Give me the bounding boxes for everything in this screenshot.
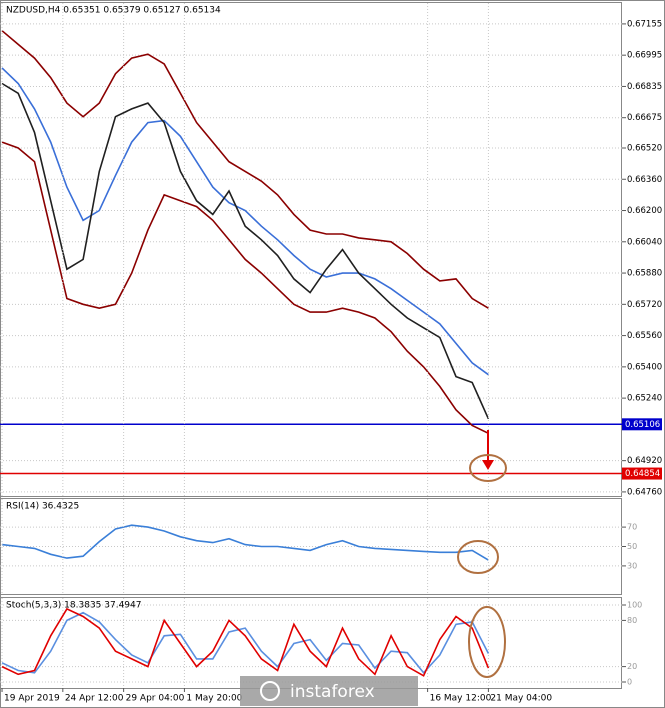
level-label-box [622, 418, 662, 431]
y-tick-label: 0.64920 [627, 456, 662, 466]
y-tick-label: 0.66835 [627, 82, 662, 92]
y-tick-label: 30 [627, 561, 637, 570]
y-tick-label: 0.66040 [627, 237, 662, 247]
x-tick-label: 1 May 20:00 [186, 694, 242, 704]
x-tick-label: 19 Apr 2019 [4, 694, 60, 704]
y-tick-label: 0.67155 [627, 19, 662, 29]
watermark-box [240, 676, 418, 706]
y-tick-label: 0.65720 [627, 300, 662, 310]
x-tick-label: 21 May 04:00 [490, 694, 552, 704]
y-tick-label: 0.64760 [627, 487, 662, 497]
y-tick-label: 20 [627, 662, 637, 671]
series-line [1, 141, 489, 435]
stoch-title: Stoch(5,3,3) 18.3835 37.4947 [6, 601, 141, 611]
y-tick-label: 0.66675 [627, 113, 662, 123]
series-line [1, 82, 490, 420]
watermark: instaforex [290, 682, 375, 702]
x-tick-label: 29 Apr 04:00 [126, 694, 185, 704]
y-tick-label: 0.66200 [627, 206, 662, 216]
rsi-title: RSI(14) 36.4325 [6, 502, 79, 512]
highlight-ellipse [469, 454, 507, 482]
y-tick-label: 0.65240 [627, 394, 662, 404]
y-tick-label: 80 [627, 616, 637, 625]
plot-layer: 0.67155 0.66995 0.66835 0.66675 0.66520 0.663… [0, 3, 662, 704]
series-line [1, 30, 489, 309]
y-tick-label: 0.66520 [627, 143, 662, 153]
main-panel [0, 2, 622, 497]
y-tick-label: 0.65400 [627, 362, 662, 372]
y-tick-label: 0.65880 [627, 269, 662, 279]
level-label-box [622, 467, 662, 480]
y-tick-label: 0.65560 [627, 331, 662, 341]
series-line [1, 611, 490, 675]
y-tick-label: 70 [627, 523, 637, 532]
y-tick-label: 0 [627, 678, 632, 687]
y-tick-label: 100 [627, 601, 642, 610]
y-tick-label: 0.66995 [627, 51, 662, 61]
chart-title: NZDUSD,H4 0.65351 0.65379 0.65127 0.6513… [6, 6, 221, 16]
x-tick-label: 24 Apr 12:00 [65, 694, 124, 704]
level-label: 0.64854 [625, 469, 660, 479]
series-line [1, 607, 490, 677]
arrow-head [482, 460, 494, 470]
highlight-ellipse [468, 606, 506, 678]
watermark-logo [260, 681, 280, 701]
y-tick-label: 50 [627, 542, 637, 551]
series-line [1, 67, 489, 376]
x-tick-label: 16 May 12:00 [430, 694, 492, 704]
highlight-ellipse [457, 540, 499, 574]
y-tick-label: 0.66360 [627, 175, 662, 185]
series-line [1, 524, 489, 561]
level-label: 0.65106 [625, 420, 660, 430]
